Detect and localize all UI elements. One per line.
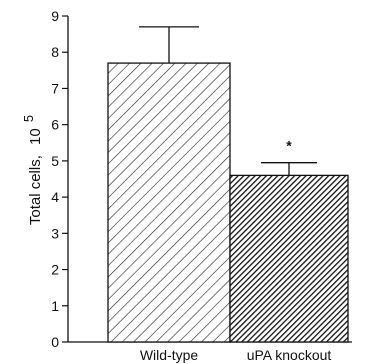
y-tick-label: 6	[51, 117, 59, 133]
x-tick-label: Wild-type	[140, 347, 199, 363]
y-ticks: 0 1 2 3 4 5 6 7 8 9	[51, 8, 68, 350]
y-tick-label: 5	[51, 153, 59, 169]
y-axis-label-text: Total cells,	[27, 155, 44, 225]
y-axis-label: Total cells, 10 5	[21, 115, 44, 225]
y-tick-label: 2	[51, 262, 59, 278]
bar	[229, 174, 349, 343]
y-axis-label-base: 10	[27, 128, 44, 145]
y-tick-label: 1	[51, 298, 59, 314]
x-tick-labels: Wild-type uPA knockout	[140, 347, 332, 363]
x-tick-label: uPA knockout	[247, 347, 332, 363]
y-tick-label: 8	[51, 44, 59, 60]
y-axis-label-exponent: 5	[21, 115, 36, 122]
y-tick-label: 7	[51, 80, 59, 96]
y-tick-label: 3	[51, 225, 59, 241]
y-tick-label: 0	[51, 334, 59, 350]
significance-marker: *	[286, 138, 292, 154]
y-tick-label: 4	[51, 189, 59, 205]
y-tick-label: 9	[51, 8, 59, 24]
bar	[107, 62, 231, 343]
bars: *	[107, 26, 349, 343]
